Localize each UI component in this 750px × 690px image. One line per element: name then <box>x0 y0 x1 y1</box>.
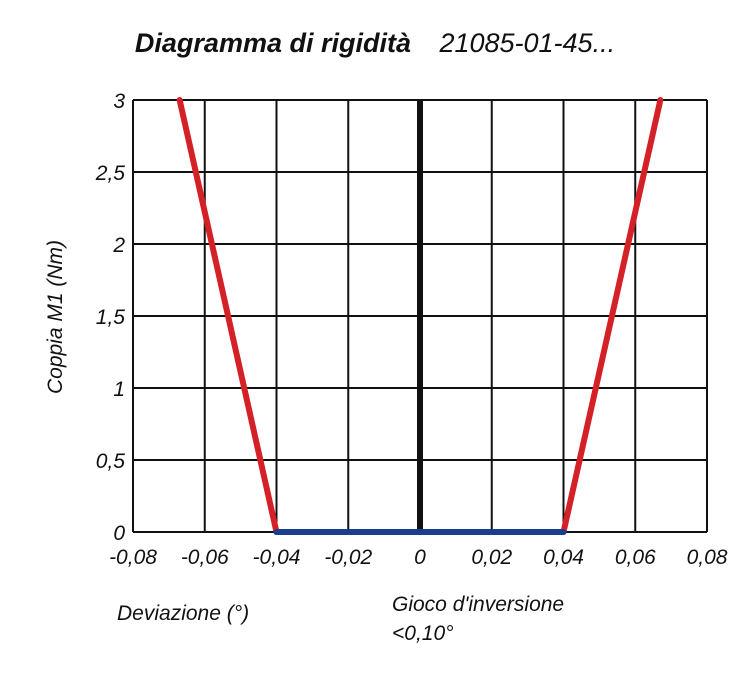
backlash-value: <0,10° <box>392 622 454 645</box>
x-tick-label: 0,08 <box>687 546 728 569</box>
grid-layer <box>132 99 708 533</box>
tick-layer: -0,08 -0,06 -0,04 -0,02 0 0,02 0,04 0,06 0,08 0 0,… <box>95 90 728 569</box>
y-tick-label: 1,5 <box>96 306 126 329</box>
deviation-label: Deviazione (°) <box>117 602 250 625</box>
y-tick-label: 1 <box>113 378 125 401</box>
x-tick-label: 0,04 <box>543 546 584 569</box>
x-tick-label: -0,06 <box>181 546 229 569</box>
backlash-label: Gioco d'inversione <box>392 593 565 616</box>
y-tick-label: 0,5 <box>96 450 126 473</box>
y-axis-label: Coppia M1 (Nm) <box>44 240 67 394</box>
x-tick-label: -0,02 <box>324 546 372 569</box>
chart-title: Diagramma di rigidità <box>134 28 411 58</box>
product-code: 21085-01-45... <box>439 28 616 58</box>
chart-title-row: Diagramma di rigidità 21085-01-45... <box>0 28 750 59</box>
x-tick-label: 0,06 <box>615 546 656 569</box>
series-line <box>176 97 280 535</box>
x-tick-label: 0,02 <box>471 546 512 569</box>
y-tick-label: 2,5 <box>95 162 126 185</box>
series-layer <box>176 97 664 535</box>
x-tick-label: -0,04 <box>253 546 301 569</box>
y-tick-label: 0 <box>113 522 125 545</box>
x-tick-label: -0,08 <box>109 546 157 569</box>
x-tick-label: 0 <box>414 546 426 569</box>
y-tick-label: 3 <box>113 90 125 113</box>
stiffness-chart: -0,08 -0,06 -0,04 -0,02 0 0,02 0,04 0,06 0,08 0 0,… <box>44 90 728 569</box>
series-line <box>560 97 664 535</box>
y-tick-label: 2 <box>112 234 125 257</box>
